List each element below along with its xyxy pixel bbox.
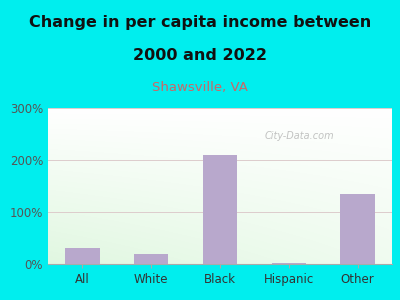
Bar — [134, 254, 168, 264]
Bar — [203, 155, 237, 264]
Bar — [340, 194, 375, 264]
Text: City-Data.com: City-Data.com — [264, 131, 334, 141]
Bar — [272, 263, 306, 264]
Text: Shawsville, VA: Shawsville, VA — [152, 81, 248, 94]
Text: Change in per capita income between: Change in per capita income between — [29, 15, 371, 30]
Bar — [65, 248, 100, 264]
Text: 2000 and 2022: 2000 and 2022 — [133, 48, 267, 63]
